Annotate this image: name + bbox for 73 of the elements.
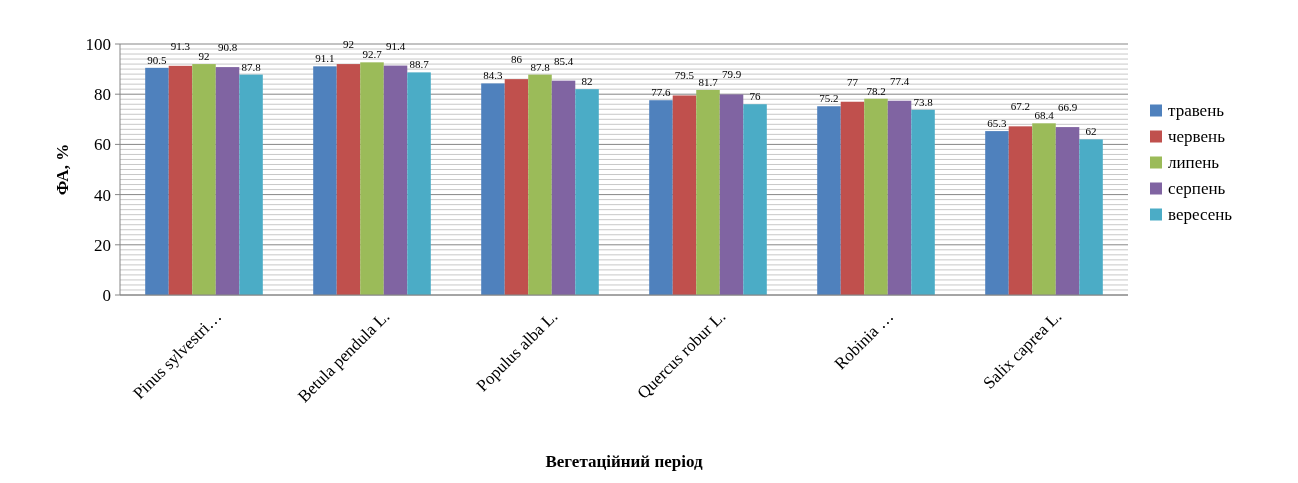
data-label: 92 — [198, 50, 210, 63]
legend-label: червень — [1168, 127, 1226, 147]
bar — [551, 80, 576, 295]
data-label: 86 — [510, 53, 523, 66]
y-tick-label: 100 — [85, 34, 111, 54]
bar — [743, 104, 767, 295]
bar — [1008, 126, 1033, 295]
data-label: 68.4 — [1034, 109, 1055, 122]
bar — [168, 65, 193, 295]
bar — [215, 67, 240, 295]
data-label: 77.6 — [651, 86, 672, 99]
data-label: 87.8 — [530, 60, 551, 73]
data-label: 82 — [581, 75, 593, 88]
legend-label: серпень — [1168, 179, 1226, 199]
bar — [817, 106, 841, 295]
data-label: 78.2 — [866, 84, 886, 97]
y-tick-label: 20 — [94, 235, 111, 255]
bar — [1079, 139, 1103, 295]
bar — [481, 83, 505, 295]
bar — [696, 89, 720, 295]
bar — [887, 100, 912, 295]
bar — [383, 65, 408, 295]
data-label: 77.4 — [889, 74, 910, 87]
data-label: 76 — [749, 90, 762, 103]
x-axis-title: Вегетаційний період — [545, 452, 703, 471]
y-tick-label: 80 — [94, 85, 111, 105]
bar — [528, 74, 552, 295]
data-label: 79.9 — [721, 68, 742, 81]
data-label: 66.9 — [1057, 101, 1078, 114]
data-label: 77 — [846, 75, 859, 88]
data-label: 87.8 — [241, 60, 262, 73]
bar — [1032, 123, 1056, 295]
data-label: 92 — [342, 38, 354, 51]
data-label: 65.3 — [987, 117, 1008, 130]
bar — [336, 64, 361, 295]
data-label: 92.7 — [362, 48, 383, 61]
bar — [1055, 127, 1080, 295]
bar — [360, 62, 384, 295]
bar — [504, 79, 529, 295]
y-tick-label: 0 — [102, 285, 111, 305]
bar — [864, 98, 888, 295]
data-label: 91.4 — [385, 39, 406, 52]
bar — [985, 131, 1009, 295]
data-label: 84.3 — [483, 69, 504, 82]
bar — [192, 64, 216, 295]
legend-label: травень — [1168, 101, 1225, 121]
bar — [239, 74, 263, 295]
bar — [719, 94, 744, 295]
data-label: 79.5 — [674, 69, 695, 82]
bar — [407, 72, 431, 295]
data-label: 62 — [1085, 125, 1097, 138]
data-label: 67.2 — [1010, 100, 1031, 113]
bar — [911, 109, 935, 295]
bar — [672, 95, 697, 295]
data-label: 81.7 — [698, 75, 719, 88]
y-tick-label: 40 — [94, 185, 111, 205]
legend-label: липень — [1168, 153, 1220, 173]
legend-label: вересень — [1168, 205, 1233, 225]
data-label: 91.3 — [170, 39, 191, 52]
bar — [840, 101, 865, 295]
y-tick-label: 60 — [94, 135, 111, 155]
data-label: 88.7 — [409, 58, 430, 71]
data-label: 91.1 — [315, 52, 335, 65]
bar — [649, 100, 673, 295]
data-label: 85.4 — [553, 54, 574, 67]
bar — [575, 89, 599, 295]
y-axis-title: ФА, % — [53, 143, 72, 196]
data-label: 73.8 — [913, 95, 934, 108]
bar — [313, 66, 337, 295]
bar — [145, 67, 169, 295]
data-label: 75.2 — [819, 92, 839, 105]
data-label: 90.8 — [217, 41, 238, 54]
data-label: 90.5 — [147, 53, 168, 66]
